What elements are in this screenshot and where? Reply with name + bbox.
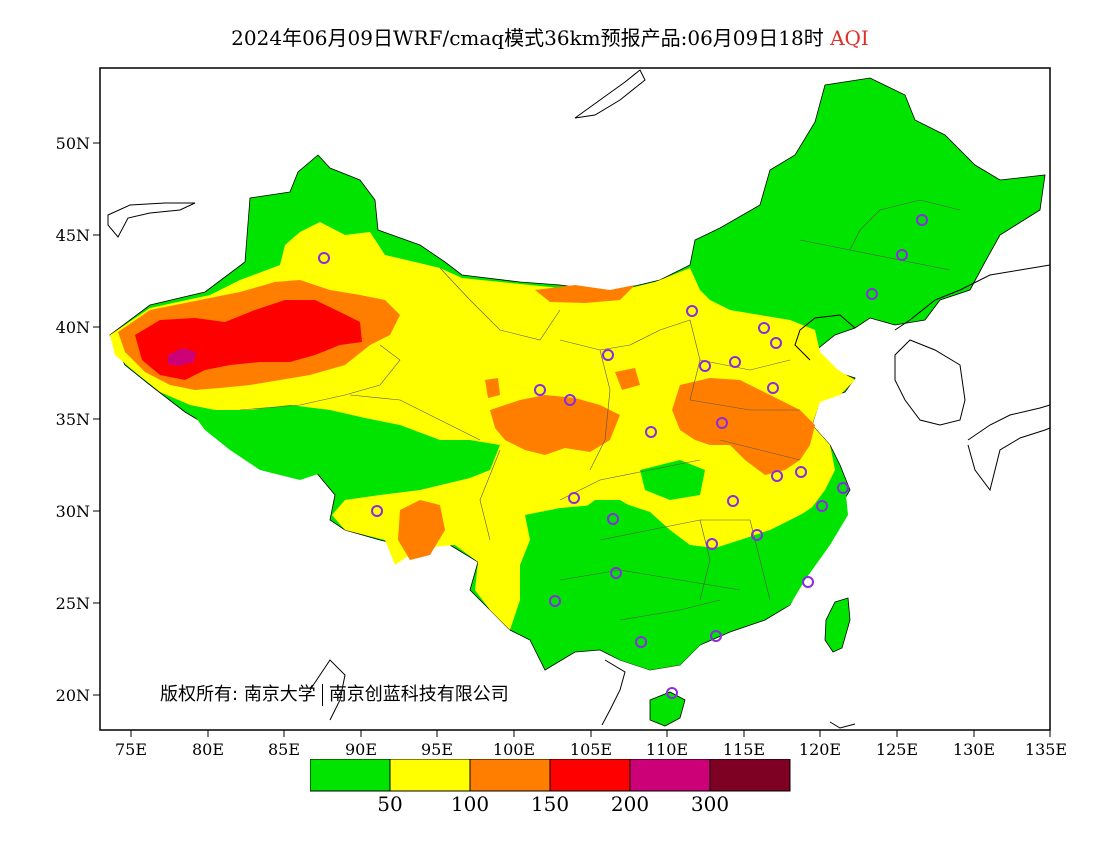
station-marker — [549, 595, 561, 607]
x-tick-label: 100E — [493, 740, 535, 759]
title-text: 2024年06月09日WRF/cmaq模式36km预报产品:06月09日18时 — [231, 26, 824, 50]
sichuan-green — [520, 485, 848, 670]
legend-label: 300 — [690, 792, 730, 816]
x-tick-label: 95E — [421, 740, 453, 759]
x-tick-label: 125E — [876, 740, 918, 759]
x-tick-label: 85E — [268, 740, 300, 759]
station-marker — [666, 687, 678, 699]
station-marker — [729, 356, 741, 368]
station-marker — [727, 495, 739, 507]
legend-labels: 50 100 150 200 300 — [0, 792, 1100, 818]
copyright-notice: 版权所有: 南京大学 南京创蓝科技有限公司 — [160, 680, 509, 706]
station-marker — [564, 394, 576, 406]
legend-swatch — [389, 759, 471, 792]
tibet-green — [190, 408, 360, 480]
station-marker — [758, 322, 770, 334]
province-boundaries — [239, 199, 961, 621]
x-tick-label: 110E — [646, 740, 688, 759]
y-tick-label: 35N — [56, 410, 90, 429]
central-green-patch — [640, 460, 705, 500]
station-marker — [568, 492, 580, 504]
station-marker — [635, 636, 647, 648]
copyright-prefix: 版权所有: — [160, 684, 239, 705]
y-tick-label: 30N — [56, 502, 90, 521]
station-marker — [771, 470, 783, 482]
y-tick-label: 40N — [56, 318, 90, 337]
y-tick-label: 45N — [56, 226, 90, 245]
copyright-org2: 南京创蓝科技有限公司 — [328, 684, 509, 705]
x-tick-label: 90E — [345, 740, 377, 759]
map-title: 2024年06月09日WRF/cmaq模式36km预报产品:06月09日18时 … — [0, 22, 1100, 51]
legend-swatch — [549, 759, 631, 792]
legend-label: 50 — [377, 792, 403, 816]
station-marker — [706, 538, 718, 550]
station-marker — [710, 630, 722, 642]
legend-swatch — [629, 759, 711, 792]
legend-swatch — [310, 759, 391, 792]
station-marker — [916, 214, 928, 226]
y-tick-label: 50N — [56, 134, 90, 153]
southtibet-orange — [398, 500, 445, 560]
purple-hotspot — [168, 348, 196, 366]
station-marker — [816, 500, 828, 512]
x-tick-label: 105E — [570, 740, 612, 759]
copyright-divider — [321, 684, 323, 706]
legend-label: 100 — [450, 792, 490, 816]
station-marker — [534, 384, 546, 396]
legend-swatch — [709, 759, 791, 792]
copyright-org1: 南京大学 — [243, 684, 316, 705]
caspian-outline — [107, 202, 196, 238]
small-orange-2 — [615, 368, 640, 390]
station-marker — [802, 576, 814, 588]
station-marker — [751, 529, 763, 541]
gobi-orange — [535, 285, 635, 303]
legend-swatch — [469, 759, 551, 792]
legend-label: 200 — [610, 792, 650, 816]
station-marker — [371, 505, 383, 517]
station-marker — [607, 513, 619, 525]
station-marker — [686, 305, 698, 317]
x-tick-label: 115E — [723, 740, 765, 759]
coastlines — [107, 69, 1051, 729]
x-tick-label: 130E — [953, 740, 995, 759]
station-marker — [602, 349, 614, 361]
color-legend — [310, 759, 791, 792]
station-marker — [318, 252, 330, 264]
hainan-island — [649, 691, 686, 727]
station-marker — [610, 567, 622, 579]
loess-orange — [490, 395, 620, 455]
station-marker — [645, 426, 657, 438]
station-marker — [896, 249, 908, 261]
china-aqi-field — [109, 77, 1046, 727]
x-tick-label: 80E — [192, 740, 224, 759]
x-tick-label: 120E — [799, 740, 841, 759]
station-marker — [699, 360, 711, 372]
station-marker — [716, 417, 728, 429]
y-tick-label: 25N — [56, 594, 90, 613]
x-tick-label: 75E — [115, 740, 147, 759]
station-marker — [767, 382, 779, 394]
small-orange-1 — [485, 378, 500, 398]
station-markers — [318, 214, 928, 699]
title-variable: AQI — [830, 26, 869, 50]
station-marker — [795, 466, 807, 478]
x-tick-label: 135E — [1025, 740, 1067, 759]
station-marker — [866, 288, 878, 300]
legend-label: 150 — [530, 792, 570, 816]
baikal-outline — [574, 69, 646, 119]
station-marker — [837, 482, 849, 494]
y-axis: 50N 45N 40N 35N 30N 25N 20N — [56, 134, 100, 705]
station-marker — [770, 337, 782, 349]
x-axis: 75E 80E 85E 90E 95E 100E 105E 110E 115E … — [115, 730, 1067, 759]
northchina-orange — [672, 378, 815, 475]
y-tick-label: 20N — [56, 686, 90, 705]
taiwan-island — [824, 597, 851, 653]
